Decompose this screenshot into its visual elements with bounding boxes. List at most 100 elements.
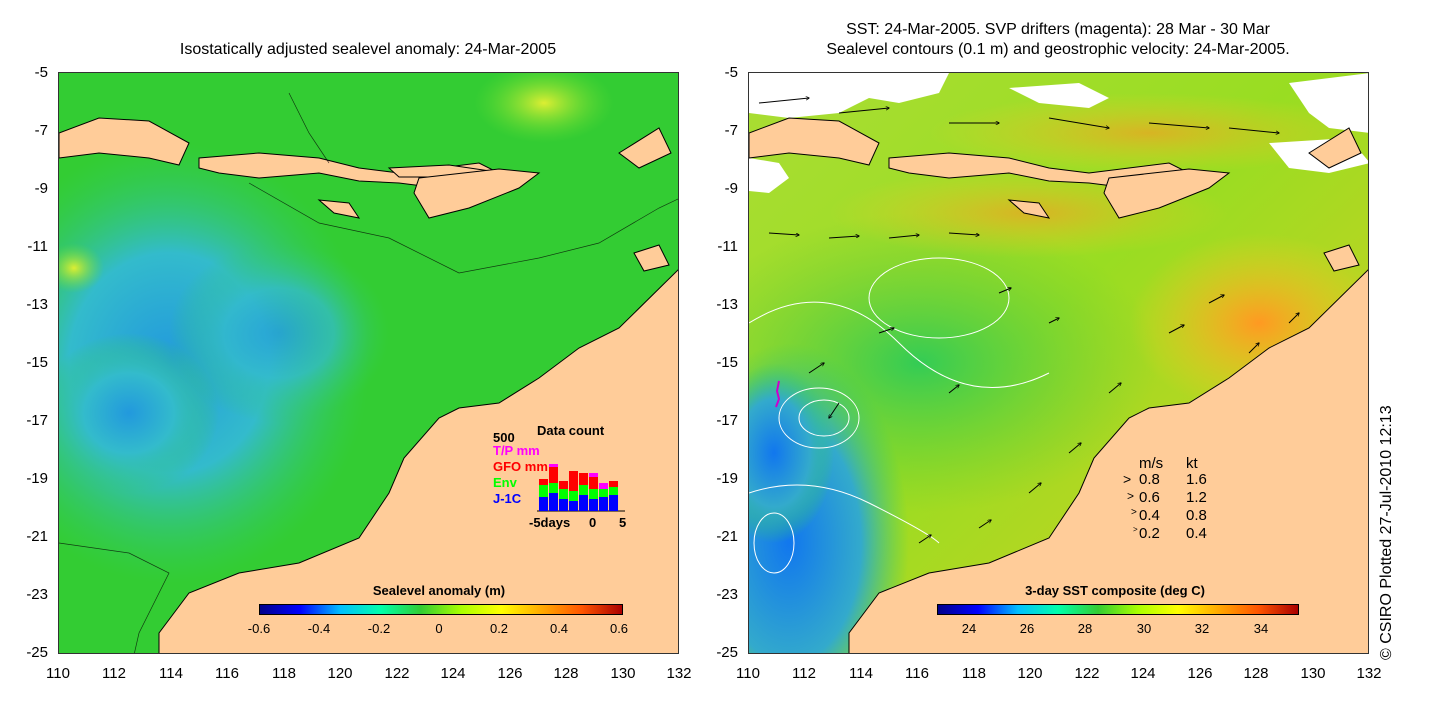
- right-map-title-line1: SST: 24-Mar-2005. SVP drifters (magenta)…: [846, 21, 1270, 38]
- inset-bar-chart: [537, 464, 625, 512]
- lon-label: 126: [497, 665, 523, 682]
- lat-label: -23: [716, 586, 738, 603]
- left-colorbar-tick: 0.4: [549, 621, 569, 636]
- lon-label: 120: [1017, 665, 1043, 682]
- lat-label: -9: [724, 180, 738, 197]
- lat-label: -17: [26, 412, 48, 429]
- lat-label: -13: [26, 296, 48, 313]
- inset-xlabel-end: 5: [619, 515, 627, 530]
- lon-label: 112: [792, 665, 816, 682]
- velocity-legend-ms: 0.4: [1139, 507, 1160, 524]
- inset-mission-tp: T/P mm: [493, 443, 540, 458]
- left-colorbar: [259, 604, 623, 615]
- right-colorbar-tick: 28: [1077, 621, 1093, 636]
- lat-label: -19: [26, 470, 48, 487]
- lat-label: -17: [716, 412, 738, 429]
- lon-label: 114: [159, 665, 183, 682]
- right-colorbar: [937, 604, 1299, 615]
- right-colorbar-tick: 32: [1194, 621, 1210, 636]
- lon-label: 122: [1074, 665, 1100, 682]
- lon-label: 114: [849, 665, 873, 682]
- lon-label: 124: [1130, 665, 1156, 682]
- right-land: [749, 117, 1368, 653]
- right-colorbar-tick: 26: [1019, 621, 1035, 636]
- lon-label: 128: [1243, 665, 1269, 682]
- lon-label: 130: [610, 665, 636, 682]
- lat-label: -5: [724, 64, 738, 81]
- lat-label: -7: [34, 122, 48, 139]
- lat-label: -13: [716, 296, 738, 313]
- lat-label: -9: [34, 180, 48, 197]
- inset-mission-env: Env: [493, 475, 517, 490]
- left-colorbar-tick: 0.6: [609, 621, 629, 636]
- lon-label: 126: [1187, 665, 1213, 682]
- lat-label: -21: [716, 528, 738, 545]
- velocity-legend-header-kt: kt: [1186, 455, 1198, 472]
- lon-label: 130: [1300, 665, 1326, 682]
- inset-mission-gfo: GFO mm: [493, 459, 548, 474]
- velocity-arrows: [758, 98, 1299, 544]
- inset-xlabel-start: -5days: [529, 515, 571, 530]
- credit-text: © CSIRO Plotted 27-Jul-2010 12:13: [1378, 405, 1395, 660]
- left-land: [59, 117, 678, 653]
- lon-label: 116: [215, 665, 239, 682]
- lon-label: 120: [327, 665, 353, 682]
- lat-label: -21: [26, 528, 48, 545]
- left-colorbar-tick: 0: [435, 621, 443, 636]
- velocity-legend: m/s kt > 0.8 1.6 > 0.6 1.2 > 0.4 0.8 > 0…: [1123, 455, 1249, 545]
- data-count-inset: 500 Data count T/P mm GFO mm Env J-1C -5…: [489, 423, 629, 533]
- right-colorbar-label: 3-day SST composite (deg C): [1025, 583, 1205, 598]
- velocity-legend-ms: 0.2: [1139, 525, 1160, 542]
- velocity-legend-ms: 0.8: [1139, 471, 1160, 488]
- lon-label: 128: [553, 665, 579, 682]
- lon-label: 110: [46, 665, 70, 682]
- lon-label: 132: [666, 665, 692, 682]
- lat-label: -25: [26, 644, 48, 661]
- drifter-track: [775, 380, 781, 408]
- right-colorbar-tick: 34: [1253, 621, 1269, 636]
- inset-bars: [539, 464, 618, 511]
- left-colorbar-label: Sealevel anomaly (m): [372, 583, 506, 598]
- right-map-title-line2: Sealevel contours (0.1 m) and geostrophi…: [826, 41, 1290, 58]
- right-colorbar-tick: 24: [961, 621, 977, 636]
- lat-label: -15: [716, 354, 738, 371]
- left-contours: [59, 92, 678, 653]
- velocity-legend-arrow: >: [1133, 525, 1138, 534]
- left-colorbar-tick: 0.2: [489, 621, 509, 636]
- lat-label: -7: [724, 122, 738, 139]
- right-sst-map: m/s kt > 0.8 1.6 > 0.6 1.2 > 0.4 0.8 > 0…: [748, 72, 1369, 654]
- velocity-legend-kt: 1.2: [1186, 489, 1207, 506]
- left-colorbar-tick: -0.2: [367, 621, 391, 636]
- left-colorbar-tick: -0.6: [247, 621, 271, 636]
- inset-ymax: 500: [493, 430, 515, 445]
- lat-label: -11: [27, 238, 48, 255]
- lon-label: 110: [736, 665, 760, 682]
- velocity-legend-arrow: >: [1131, 507, 1137, 518]
- lon-label: 118: [962, 665, 986, 682]
- lon-label: 124: [440, 665, 466, 682]
- lon-label: 112: [102, 665, 126, 682]
- right-colorbar-tick: 30: [1136, 621, 1152, 636]
- velocity-legend-arrow: >: [1123, 471, 1132, 487]
- lon-label: 118: [272, 665, 296, 682]
- sealevel-contours: [749, 257, 1050, 574]
- velocity-legend-kt: 0.4: [1186, 525, 1207, 542]
- lat-label: -5: [34, 64, 48, 81]
- velocity-legend-kt: 1.6: [1186, 471, 1207, 488]
- velocity-legend-arrow: >: [1127, 489, 1135, 503]
- velocity-legend-ms: 0.6: [1139, 489, 1160, 506]
- lat-label: -11: [717, 238, 738, 255]
- inset-mission-j1c: J-1C: [493, 491, 522, 506]
- inset-title: Data count: [537, 423, 605, 438]
- inset-xlabel-zero: 0: [589, 515, 597, 530]
- lat-label: -15: [26, 354, 48, 371]
- velocity-legend-header-ms: m/s: [1139, 455, 1164, 472]
- left-map-title: Isostatically adjusted sealevel anomaly:…: [179, 41, 557, 58]
- velocity-legend-kt: 0.8: [1186, 507, 1207, 524]
- left-map-canvas: [59, 73, 678, 653]
- left-colorbar-tick: -0.4: [307, 621, 331, 636]
- lat-label: -25: [716, 644, 738, 661]
- lon-label: 116: [905, 665, 929, 682]
- lat-label: -23: [26, 586, 48, 603]
- left-sea-level-map: Sealevel anomaly (m) -0.6 -0.4 -0.2 0 0.…: [58, 72, 679, 654]
